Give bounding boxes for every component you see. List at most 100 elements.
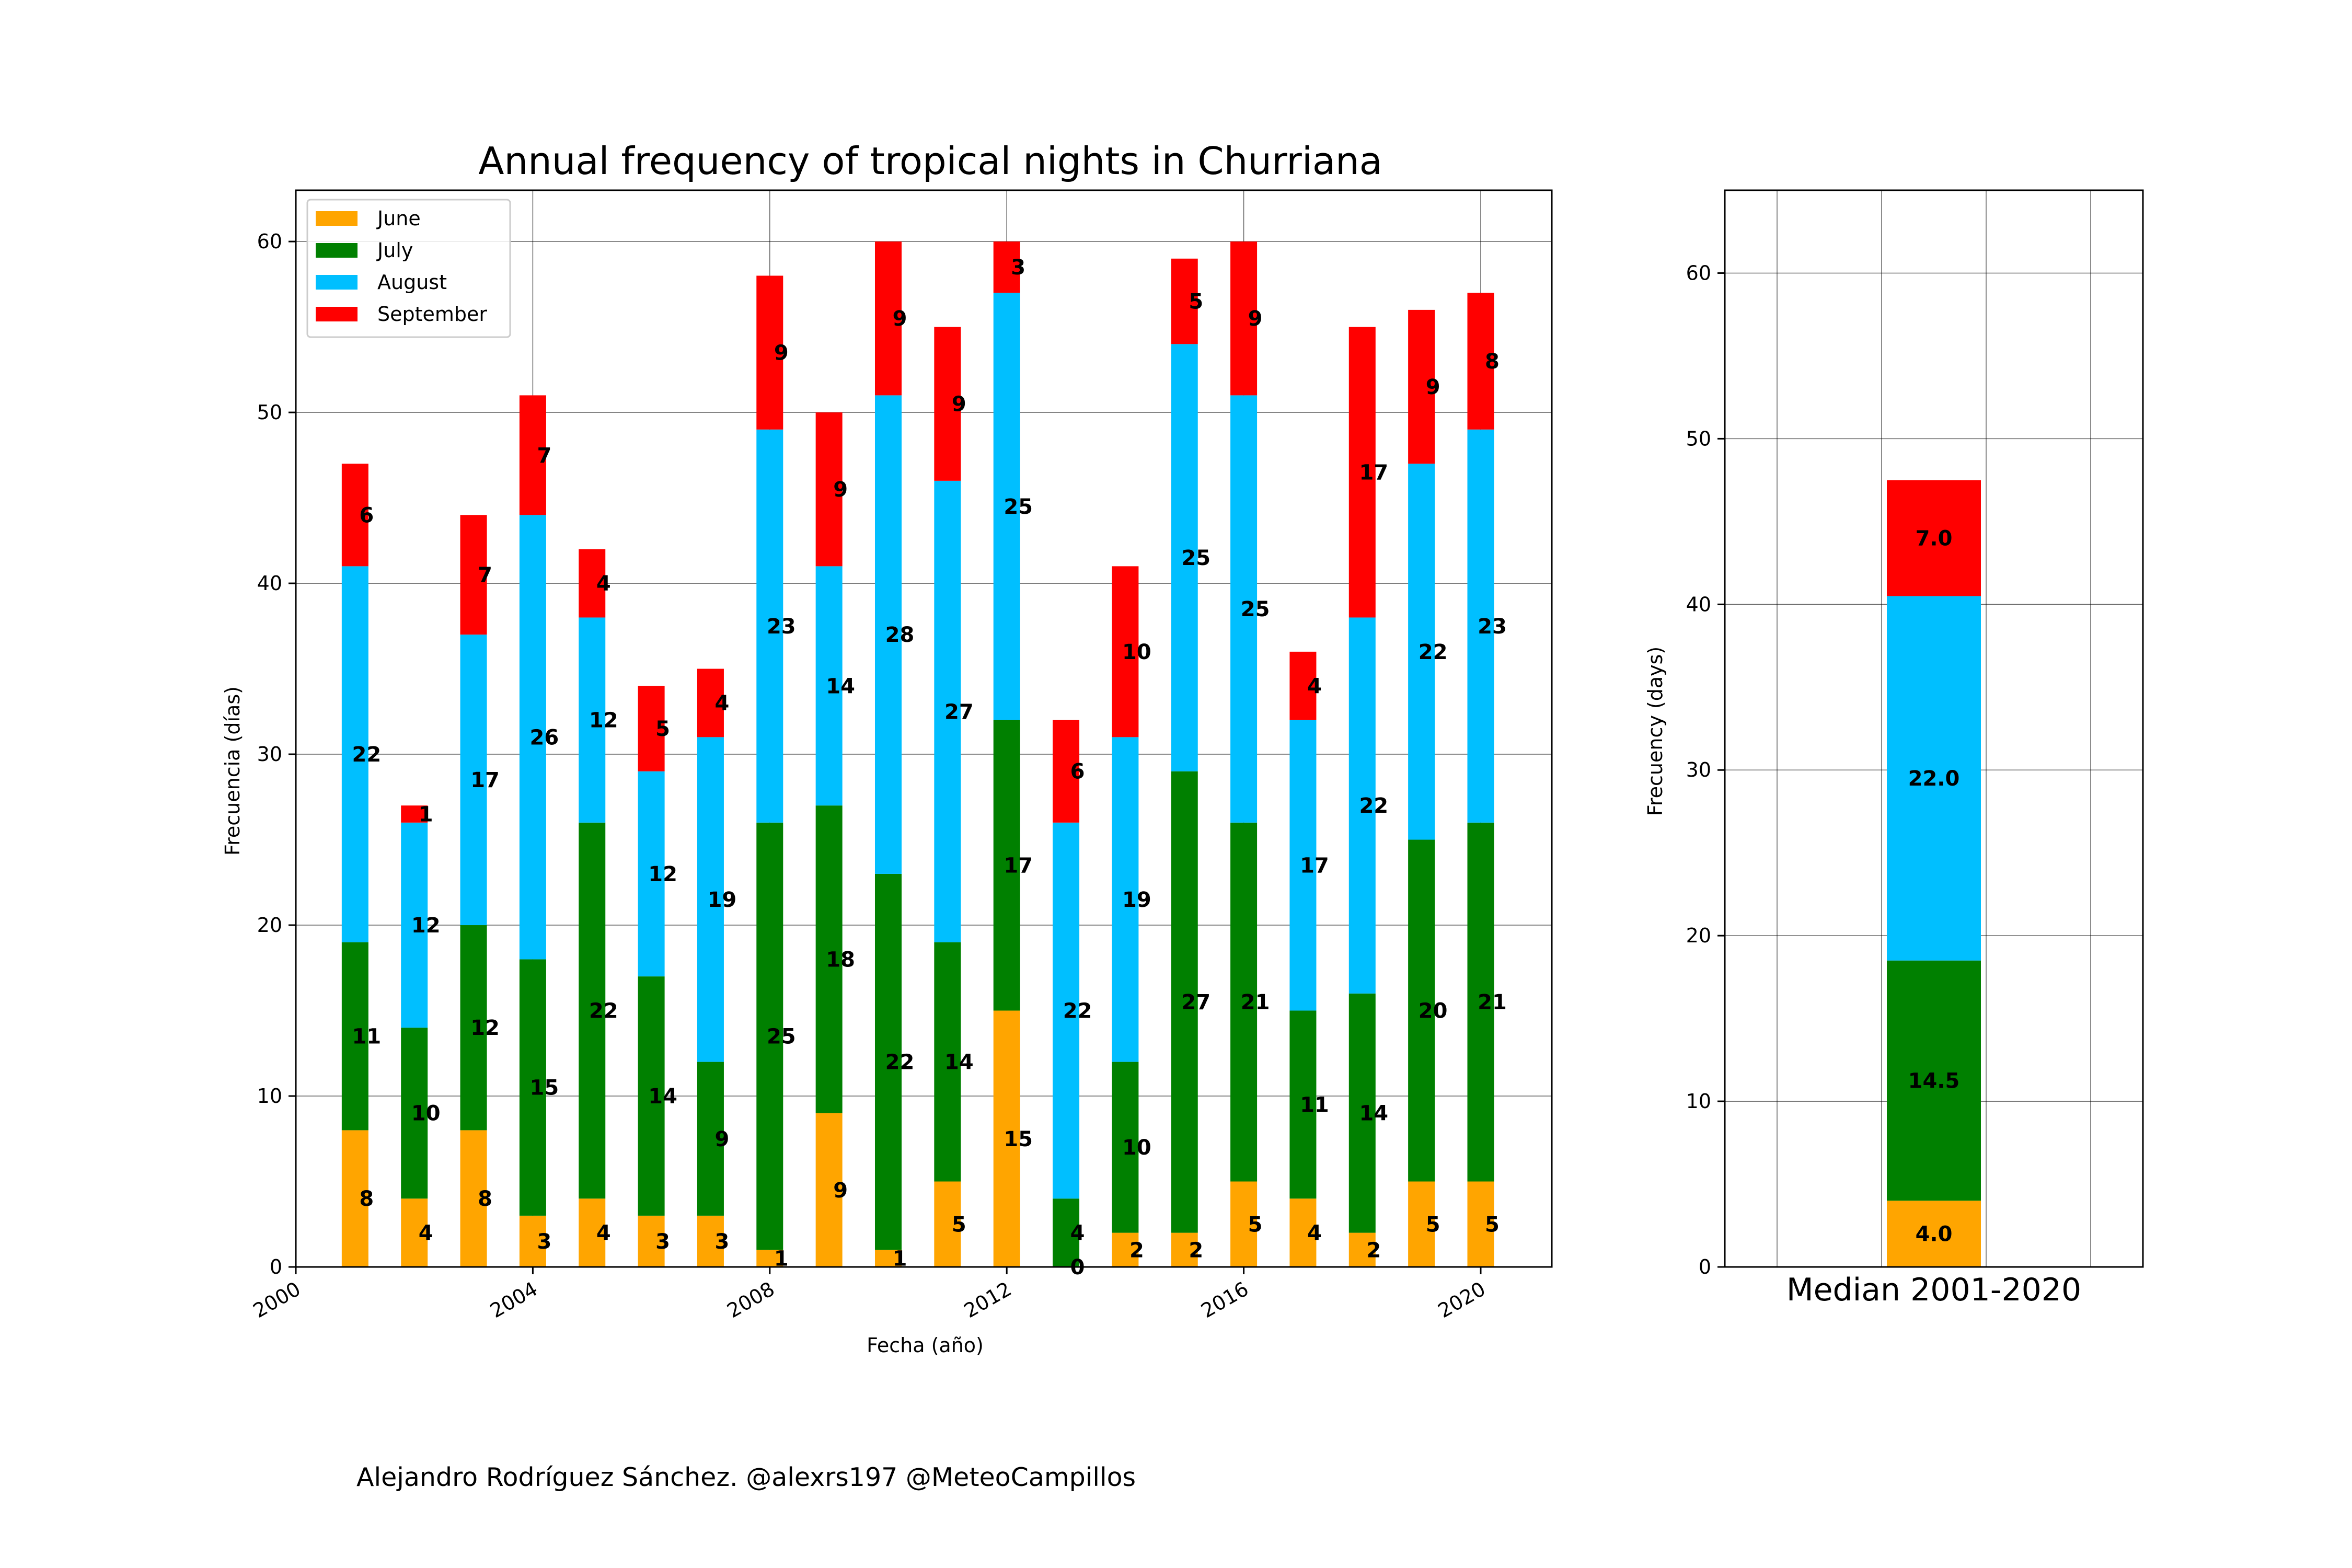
bar-value-label: 22: [1419, 640, 1448, 664]
bar-segment-august: [874, 395, 902, 874]
bar-segment-july: [1348, 993, 1376, 1233]
bar-segment-july: [638, 976, 665, 1216]
legend: June July August September: [306, 199, 511, 338]
x-tick-label: 2004: [486, 1277, 541, 1322]
median-value-label: 4.0: [1916, 1223, 1953, 1247]
bar-segment-september: [934, 327, 961, 481]
bar-value-label: 27: [944, 700, 974, 724]
bar-segment-june: [1112, 1232, 1139, 1267]
x-tick-label: 2016: [1197, 1277, 1252, 1322]
bar-segment-july: [401, 1028, 428, 1199]
bar-value-label: 5: [1248, 1213, 1263, 1237]
bar-value-label: 18: [826, 948, 855, 972]
median-plot-frame: [1724, 189, 2144, 1268]
median-value-label: 22.0: [1908, 767, 1960, 791]
bar-segment-june: [519, 1215, 546, 1267]
median-y-axis-label: Frecuency (days): [1644, 647, 1667, 816]
bar-value-label: 4: [419, 1221, 433, 1246]
x-tick-label: 2012: [960, 1277, 1016, 1322]
bar-segment-september: [460, 515, 487, 635]
bar-value-label: 22: [1359, 794, 1388, 818]
bar-segment-june: [1408, 1181, 1435, 1267]
bar-value-label: 14: [1359, 1102, 1388, 1126]
legend-box: [306, 199, 511, 338]
median-chart: 4.0 14.5 22.0 7.0 0 10 20 30 40 50 60 Median 2001…: [1644, 189, 2144, 1308]
bar-value-label: 5: [1426, 1213, 1440, 1237]
bar-segment-june: [874, 1250, 902, 1267]
legend-swatch-september: [316, 307, 358, 321]
bar-value-label: 3: [537, 1230, 551, 1254]
bar-segment-july: [815, 805, 843, 1113]
bar-segment-september: [1408, 309, 1435, 464]
bar-segment-august: [1053, 822, 1080, 1199]
bar-segment-july: [519, 959, 546, 1216]
bar-segment-june: [756, 1250, 783, 1267]
bar-value-label: 27: [1181, 990, 1210, 1014]
bar-value-label: 19: [1122, 888, 1151, 912]
bar-segment-september: [1348, 327, 1376, 618]
bar-value-label: 21: [1478, 990, 1507, 1014]
median-y-tick-label: 10: [1686, 1090, 1711, 1113]
bar-segment-september: [341, 464, 368, 567]
bar-value-label: 25: [1241, 597, 1270, 621]
x-tick-label: 2000: [249, 1277, 305, 1322]
bar-value-label: 9: [1248, 307, 1263, 331]
bar-value-label: 15: [530, 1076, 559, 1100]
bar-segment-june: [993, 1010, 1020, 1267]
bar-value-label: 12: [648, 862, 677, 886]
bar-segment-july: [1112, 1062, 1139, 1233]
chart-title: Annual frequency of tropical nights in C…: [478, 139, 1382, 183]
bar-segment-june: [1230, 1181, 1258, 1267]
bar-segment-august: [579, 617, 606, 823]
bar-value-label: 4: [1307, 674, 1322, 698]
legend-label: August: [377, 271, 447, 294]
bar-segment-july: [874, 873, 902, 1250]
bar-segment-august: [519, 515, 546, 960]
bar-segment-july: [697, 1062, 724, 1216]
bar-segment-september: [874, 241, 902, 396]
x-tick-label: 2020: [1434, 1277, 1490, 1322]
y-tick-label: 40: [257, 572, 282, 595]
median-bar-segment-june: [1887, 1201, 1981, 1267]
plot-area-background: [296, 190, 1552, 1267]
bar-segment-june: [579, 1198, 606, 1267]
y-tick-label: 60: [257, 230, 282, 253]
median-value-labels: 4.0 14.5 22.0 7.0: [1908, 527, 1960, 1247]
bar-segment-september: [519, 395, 546, 515]
y-tick-label: 20: [257, 914, 282, 937]
bar-value-label: 10: [1122, 640, 1151, 664]
bar-segment-june: [1348, 1232, 1376, 1267]
y-tick-label: 10: [257, 1085, 282, 1108]
bar-segment-september: [815, 412, 843, 567]
bar-segment-july: [934, 942, 961, 1182]
bar-value-label: 9: [833, 1179, 848, 1203]
bar-segment-june: [1467, 1181, 1494, 1267]
main-value-labels: 8112264101218121773152674221243141253919…: [352, 256, 1507, 1279]
bar-segment-august: [460, 635, 487, 926]
legend-label: June: [376, 207, 421, 230]
bar-value-label: 22: [589, 999, 618, 1023]
bar-segment-july: [460, 925, 487, 1131]
bar-segment-august: [1348, 617, 1376, 994]
bar-value-label: 17: [1300, 854, 1329, 878]
bar-value-label: 9: [774, 341, 789, 365]
bar-value-label: 3: [715, 1230, 730, 1254]
median-y-tick-label: 0: [1699, 1255, 1711, 1278]
bar-segment-july: [756, 822, 783, 1250]
bar-segment-august: [993, 293, 1020, 720]
bar-value-label: 22: [885, 1051, 915, 1075]
main-bars: [341, 241, 1494, 1267]
bar-value-label: 9: [1426, 375, 1440, 399]
main-chart: Annual frequency of tropical nights in C…: [221, 139, 1553, 1357]
bar-segment-august: [815, 566, 843, 806]
bar-segment-june: [934, 1181, 961, 1267]
bar-segment-august: [1289, 720, 1317, 1011]
bar-segment-august: [934, 480, 961, 942]
bar-segment-august: [341, 566, 368, 942]
bar-value-label: 12: [589, 709, 618, 733]
bar-segment-september: [697, 668, 724, 737]
bar-value-label: 11: [1300, 1093, 1329, 1117]
bar-value-label: 26: [530, 725, 559, 750]
y-tick-label: 0: [270, 1255, 282, 1278]
bar-segment-september: [1053, 720, 1080, 823]
